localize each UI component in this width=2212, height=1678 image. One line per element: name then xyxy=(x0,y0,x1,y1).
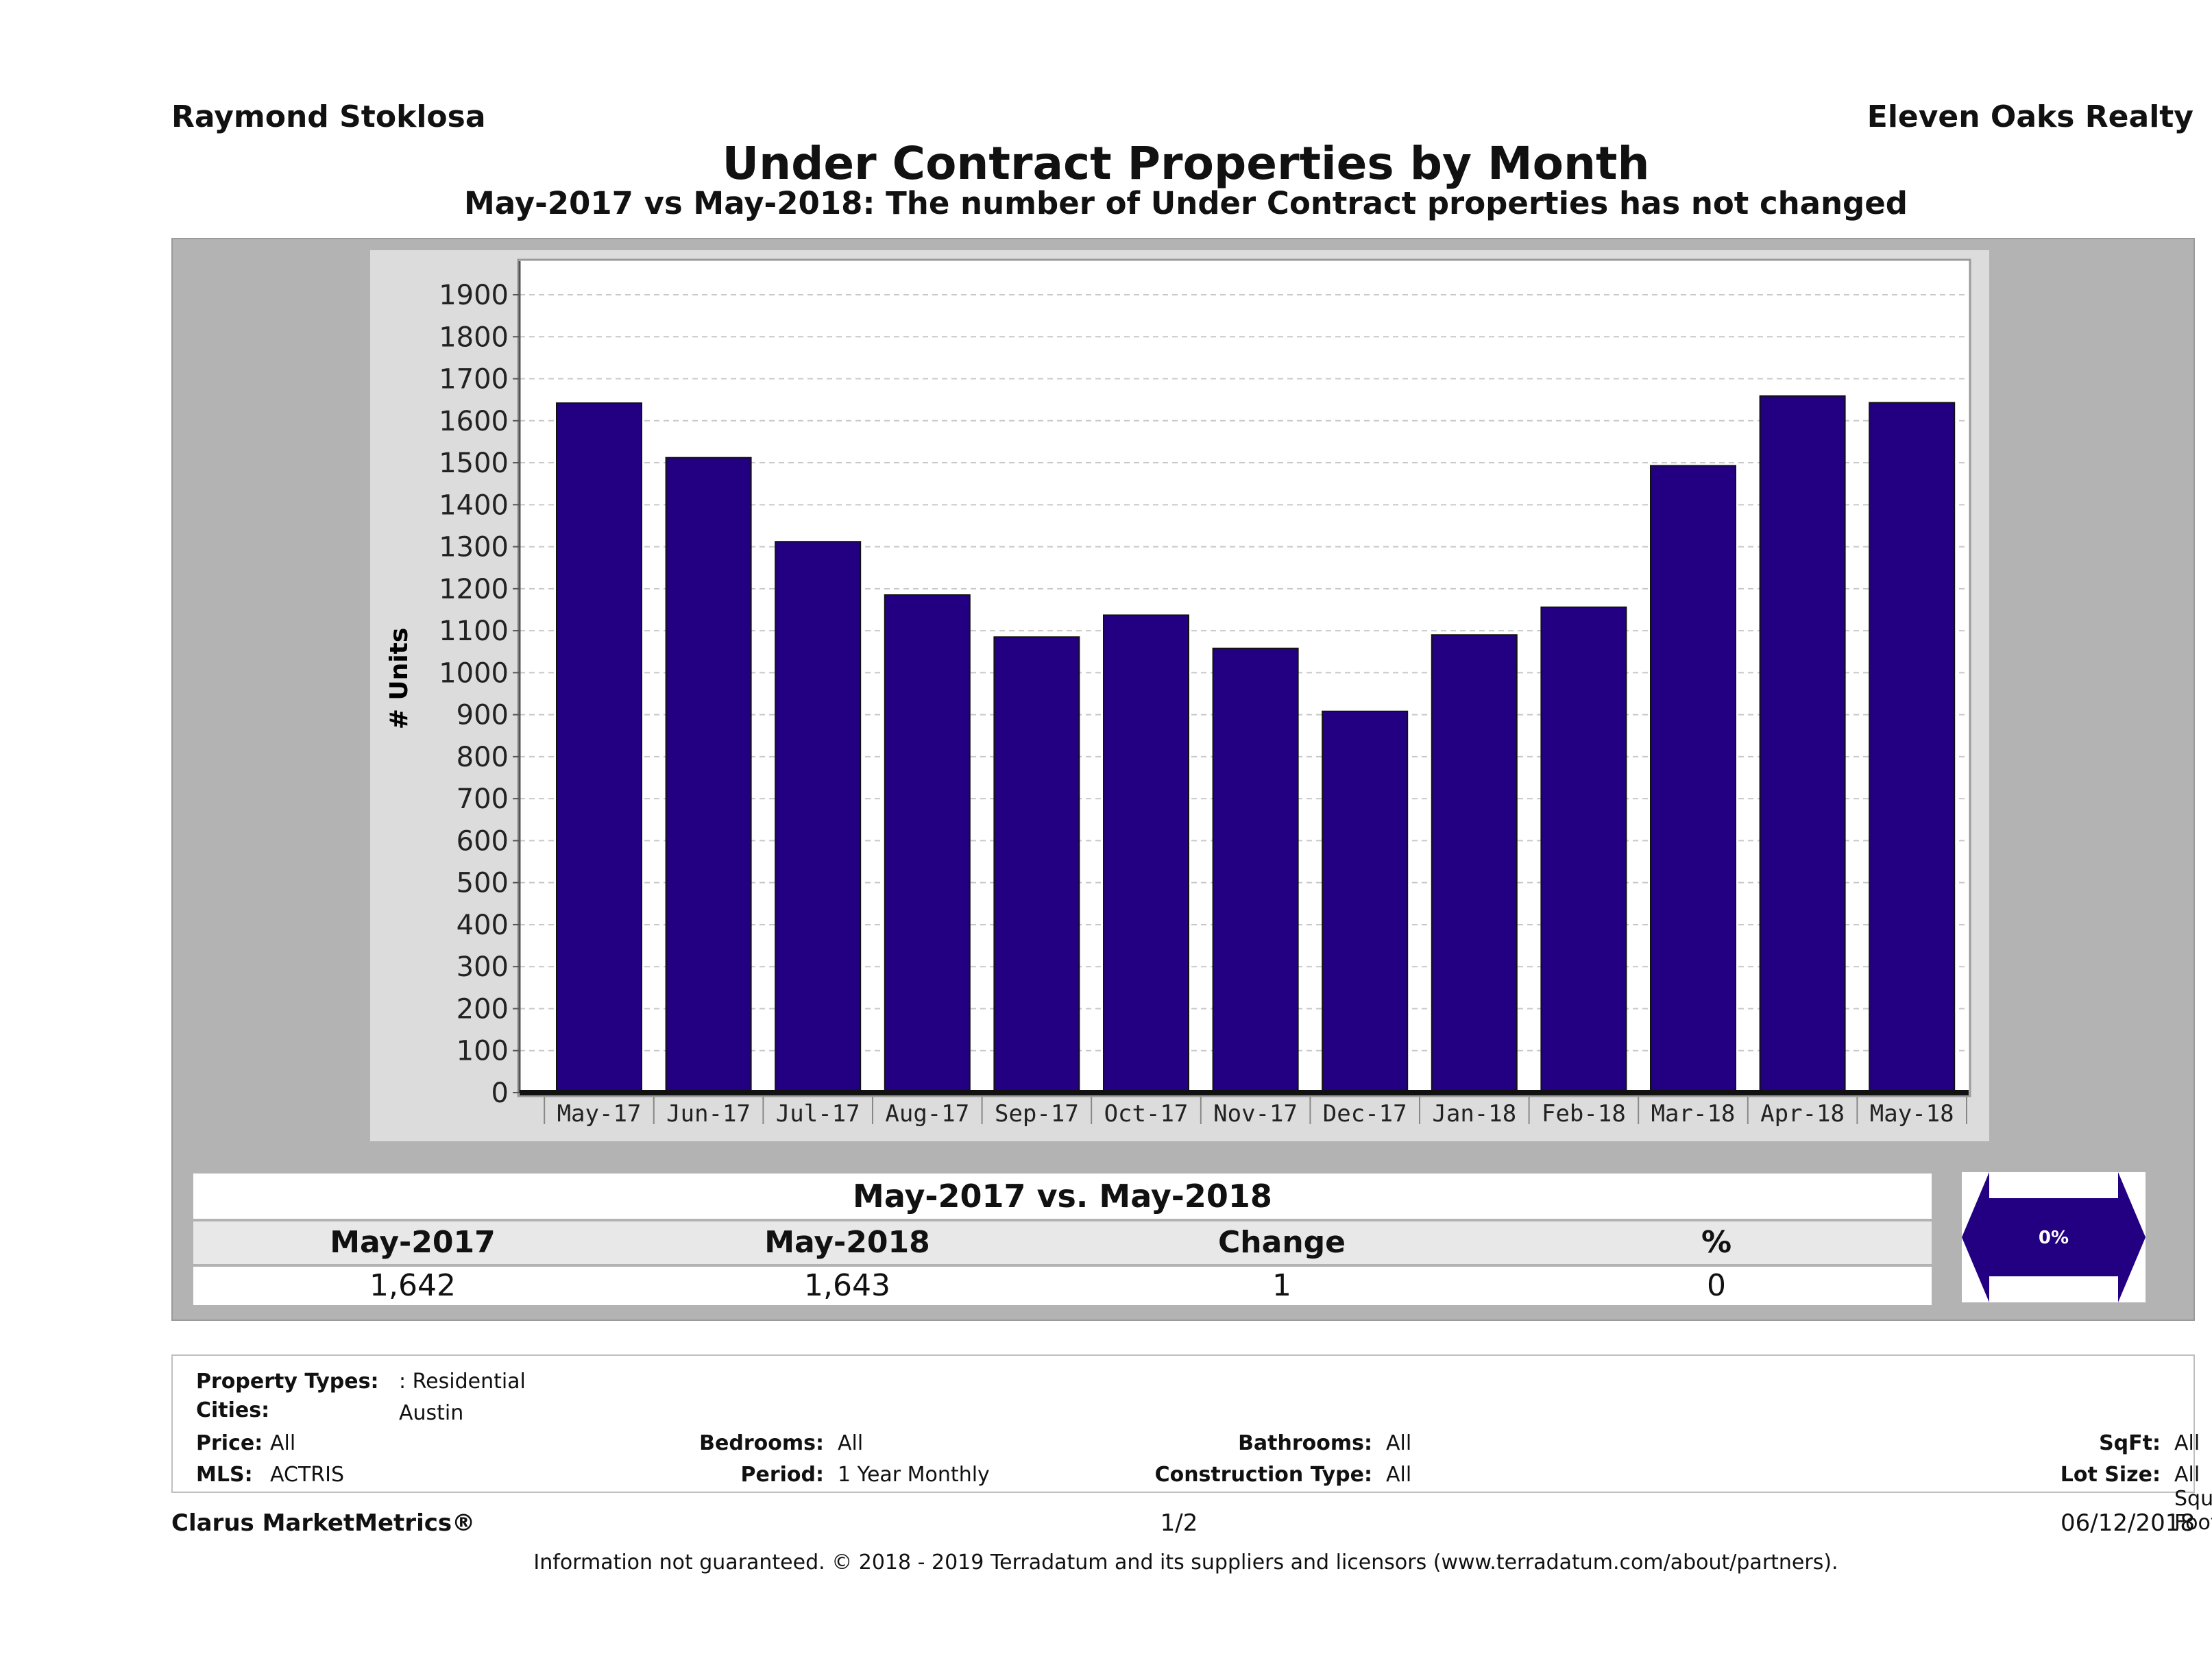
y-tick-label: 700 xyxy=(457,783,509,815)
bar-jun-17 xyxy=(665,457,752,1093)
x-tick-label: Jun-17 xyxy=(666,1100,751,1128)
bar-mar-18 xyxy=(1650,465,1736,1093)
page-title: Under Contract Properties by Month xyxy=(722,137,1650,190)
x-tick-label: Apr-18 xyxy=(1760,1100,1845,1128)
change-indicator-label: 0% xyxy=(2039,1228,2069,1248)
y-tick-label: 900 xyxy=(457,700,509,731)
x-tick-label: Sep-17 xyxy=(995,1100,1079,1128)
property-types-label: Property Types: xyxy=(196,1370,379,1394)
product-name: Clarus MarketMetrics® xyxy=(171,1509,476,1537)
disclaimer: Information not guaranteed. © 2018 - 201… xyxy=(533,1551,1838,1574)
y-tick-label: 0 xyxy=(491,1078,509,1109)
lot-size-label: Lot Size: xyxy=(2060,1463,2161,1487)
cities-value: Austin xyxy=(399,1401,464,1425)
summary-label-may2018: May-2018 xyxy=(764,1225,930,1260)
x-tick-label: Aug-17 xyxy=(885,1100,969,1128)
bar-feb-18 xyxy=(1540,606,1627,1093)
property-types-value: : Residential xyxy=(399,1370,526,1394)
y-tick-label: 600 xyxy=(457,825,509,857)
filter-criteria-box: Property Types: : Residential Cities: Au… xyxy=(171,1354,2212,1535)
cities-label: Cities: xyxy=(196,1398,270,1422)
bar-jan-18 xyxy=(1431,634,1518,1093)
y-tick-label: 100 xyxy=(457,1036,509,1067)
bar-aug-17 xyxy=(884,594,971,1093)
summary-value-may2018: 1,643 xyxy=(804,1268,890,1303)
bar-jul-17 xyxy=(775,541,862,1094)
y-tick-label: 400 xyxy=(457,910,509,941)
bar-chart: 0 100 200 300 400 500 600 700 800 900 1000 1100 1200… xyxy=(385,258,1971,1128)
bar-may-17 xyxy=(556,402,642,1093)
summary-heading: May-2017 vs. May-2018 xyxy=(193,1174,1932,1219)
x-tick-label: Nov-17 xyxy=(1213,1100,1298,1128)
bathrooms-label: Bathrooms: xyxy=(1238,1431,1372,1455)
change-indicator: 0% xyxy=(1962,1172,2146,1302)
x-tick-label: Jan-18 xyxy=(1432,1100,1516,1128)
x-tick-label: May-17 xyxy=(557,1100,642,1128)
y-tick-label: 1000 xyxy=(439,657,509,689)
report-date: 06/12/2018 xyxy=(2061,1509,2195,1537)
x-tick-label: Jul-17 xyxy=(776,1100,860,1128)
y-tick-label: 800 xyxy=(457,742,509,773)
mls-label: MLS: xyxy=(196,1463,253,1487)
summary-value-percent: 0 xyxy=(1707,1268,1726,1303)
page-subtitle: May-2017 vs May-2018: The number of Unde… xyxy=(463,185,1908,221)
brokerage-name: Eleven Oaks Realty xyxy=(1867,99,2193,134)
y-tick-label: 1100 xyxy=(439,616,509,647)
construction-type-value: All xyxy=(1386,1463,1412,1487)
page-number: 1/2 xyxy=(1160,1509,1198,1537)
bedrooms-value: All xyxy=(838,1431,864,1455)
mls-value: ACTRIS xyxy=(270,1463,345,1487)
bedrooms-label: Bedrooms: xyxy=(699,1431,824,1455)
axes: 0 100 200 300 400 500 600 700 800 900 1000 1100 1200… xyxy=(439,261,1969,1128)
bar-sep-17 xyxy=(993,636,1080,1093)
summary-value-may2017: 1,642 xyxy=(369,1268,456,1303)
lot-size-value: All Square Footage xyxy=(2174,1463,2212,1535)
sqft-label: SqFt: xyxy=(2099,1431,2161,1455)
bar-nov-17 xyxy=(1212,647,1299,1093)
x-tick-label: Mar-18 xyxy=(1651,1100,1736,1128)
y-tick-label: 500 xyxy=(457,868,509,899)
summary-label-may2017: May-2017 xyxy=(330,1225,496,1260)
bars xyxy=(556,395,1956,1094)
period-label: Period: xyxy=(740,1463,825,1487)
summary-label-percent: % xyxy=(1701,1225,1732,1260)
y-tick-label: 1500 xyxy=(439,448,509,479)
y-tick-label: 1300 xyxy=(439,532,509,563)
bar-apr-18 xyxy=(1759,395,1846,1094)
y-tick-label: 200 xyxy=(457,993,509,1025)
double-arrow-icon: 0% xyxy=(1962,1172,2146,1302)
price-value: All xyxy=(270,1431,296,1455)
x-tick-label: Dec-17 xyxy=(1323,1100,1407,1128)
bar-dec-17 xyxy=(1322,710,1409,1093)
construction-type-label: Construction Type: xyxy=(1154,1463,1372,1487)
summary-labels-row: May-2017 May-2018 Change % xyxy=(193,1221,1932,1264)
x-tick-label: Feb-18 xyxy=(1542,1100,1626,1128)
bathrooms-value: All xyxy=(1386,1431,1412,1455)
summary-value-change: 1 xyxy=(1272,1268,1291,1303)
summary-label-change: Change xyxy=(1218,1225,1346,1260)
y-tick-label: 300 xyxy=(457,951,509,983)
y-tick-label: 1400 xyxy=(439,489,509,521)
agent-name: Raymond Stoklosa xyxy=(171,99,486,134)
y-tick-label: 1700 xyxy=(439,364,509,396)
sqft-value: All xyxy=(2174,1431,2200,1455)
x-tick-label: Oct-17 xyxy=(1104,1100,1189,1128)
period-value: 1 Year Monthly xyxy=(838,1463,990,1487)
summary-values-row: 1,642 1,643 1 0 xyxy=(193,1267,1932,1305)
y-tick-label: 1900 xyxy=(439,280,509,311)
y-tick-label: 1600 xyxy=(439,406,509,437)
y-axis-label: # Units xyxy=(385,628,413,730)
price-label: Price: xyxy=(196,1431,263,1455)
bar-may-18 xyxy=(1869,402,1956,1093)
y-tick-label: 1800 xyxy=(439,321,509,353)
y-tick-label: 1200 xyxy=(439,574,509,605)
x-tick-label: May-18 xyxy=(1870,1100,1954,1128)
bar-oct-17 xyxy=(1103,614,1189,1093)
